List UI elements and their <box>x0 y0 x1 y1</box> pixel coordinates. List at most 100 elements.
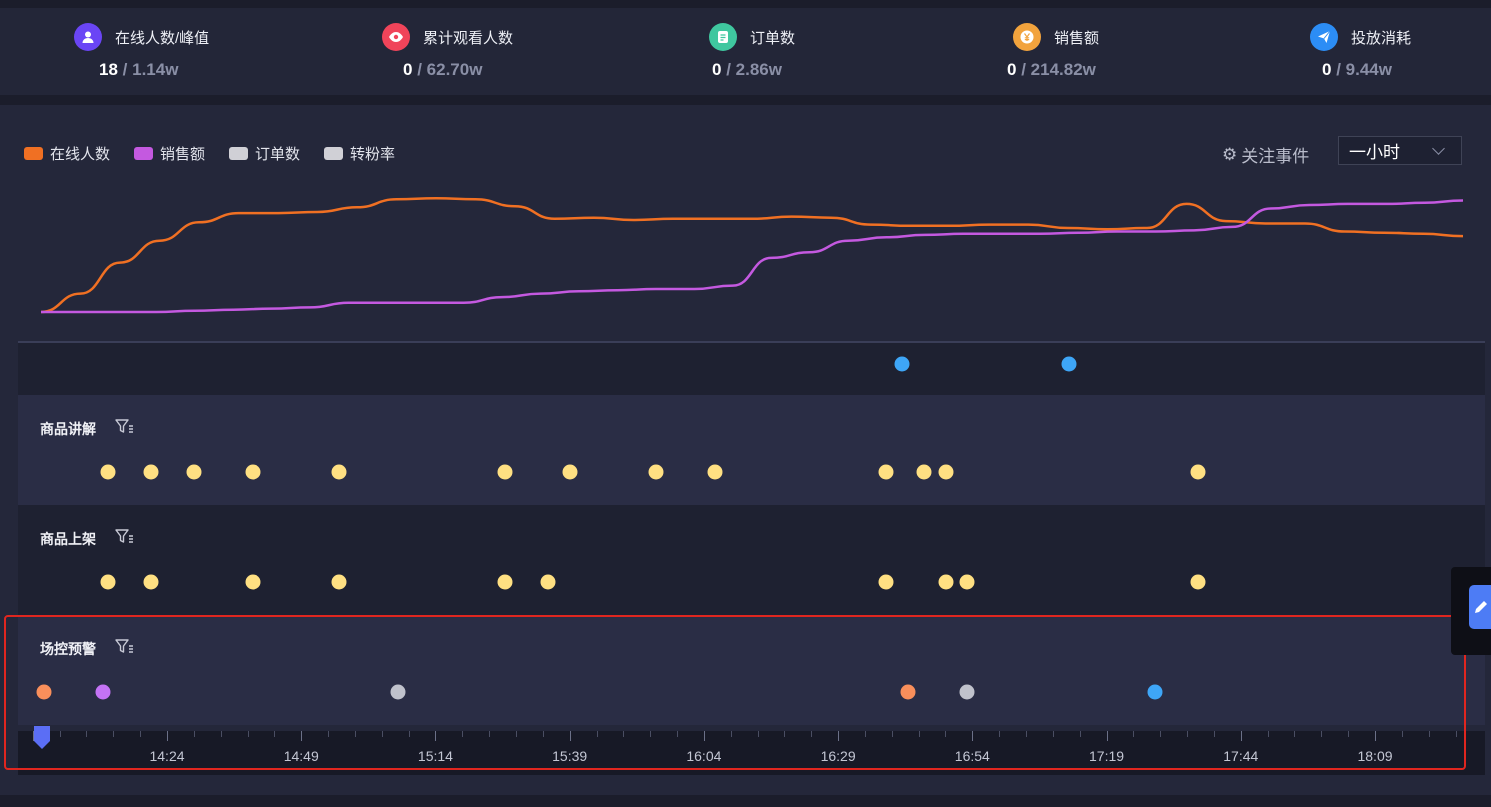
minor-tick <box>1213 731 1215 737</box>
event-dot[interactable] <box>143 574 159 590</box>
minor-tick <box>113 731 115 737</box>
tick-label: 18:09 <box>1357 748 1393 764</box>
event-dot[interactable] <box>331 574 347 590</box>
event-dot[interactable] <box>938 464 954 480</box>
event-dot[interactable] <box>100 574 116 590</box>
legend-item-orders[interactable]: 订单数 <box>229 143 300 164</box>
event-dot[interactable] <box>959 684 975 700</box>
minor-tick <box>677 731 679 737</box>
legend-item-sales[interactable]: 销售额 <box>134 143 205 164</box>
major-tick <box>167 731 168 741</box>
event-dot[interactable] <box>916 464 932 480</box>
event-dot[interactable] <box>707 464 723 480</box>
legend-swatch <box>324 147 344 160</box>
event-dot[interactable] <box>894 356 910 372</box>
minor-tick <box>891 731 893 737</box>
minor-tick <box>596 731 598 737</box>
event-dot[interactable] <box>245 464 261 480</box>
filter-icon[interactable] <box>114 637 134 657</box>
minor-tick <box>1160 731 1162 737</box>
minor-tick <box>1267 731 1269 737</box>
tick-label: 16:54 <box>954 748 990 764</box>
event-dot[interactable] <box>143 464 159 480</box>
minor-tick <box>1052 731 1054 737</box>
time-axis[interactable]: 14:24 14:49 15:14 15:39 16:04 16:29 16:54 17:19… <box>18 726 1485 775</box>
event-dot[interactable] <box>878 574 894 590</box>
stat-value: 0 / 62.70w <box>403 60 483 79</box>
event-dot[interactable] <box>938 574 954 590</box>
side-widget <box>1451 567 1491 655</box>
minor-tick <box>730 731 732 737</box>
focus-events-button[interactable]: ⚙ 关注事件 <box>1222 144 1310 167</box>
minor-tick <box>1026 731 1028 737</box>
timeline-panel: 在线人数 销售额 订单数 转粉率 ⚙ 关注事件 一小时 商品讲解 <box>0 105 1491 795</box>
minor-tick <box>1294 731 1296 737</box>
event-dot[interactable] <box>1190 464 1206 480</box>
event-dot[interactable] <box>1061 356 1077 372</box>
stat-label: 销售额 <box>1054 29 1100 47</box>
stat-label: 在线人数/峰值 <box>115 29 210 47</box>
range-handle[interactable] <box>33 726 51 750</box>
events-lane <box>18 341 1485 396</box>
gear-icon: ⚙ <box>1222 144 1238 164</box>
major-tick <box>972 731 974 741</box>
eye-icon <box>382 23 410 51</box>
time-range-select[interactable]: 一小时 <box>1338 136 1462 165</box>
legend-item-online-users[interactable]: 在线人数 <box>24 143 110 164</box>
event-dot[interactable] <box>186 464 202 480</box>
event-dot[interactable] <box>540 574 556 590</box>
legend-swatch <box>24 147 43 160</box>
chart-legend: 在线人数 销售额 订单数 转粉率 <box>24 143 419 164</box>
major-tick <box>1375 731 1376 741</box>
tick-label: 16:04 <box>686 748 722 764</box>
filter-icon[interactable] <box>114 417 134 437</box>
legend-swatch <box>229 147 249 160</box>
event-dot[interactable] <box>497 574 513 590</box>
event-dot[interactable] <box>1147 684 1163 700</box>
event-dot[interactable] <box>95 684 111 700</box>
minor-tick <box>274 731 276 737</box>
lane-title: 场控预警 <box>40 641 96 657</box>
tick-label: 16:29 <box>820 748 856 764</box>
minor-tick <box>381 731 383 737</box>
minor-tick <box>1348 731 1350 737</box>
minor-tick <box>999 731 1001 737</box>
major-tick <box>435 731 437 741</box>
send-icon <box>1310 23 1338 51</box>
minor-tick <box>86 731 88 737</box>
series-line-1 <box>40 199 1464 314</box>
major-tick <box>1106 731 1108 741</box>
event-dot[interactable] <box>497 464 513 480</box>
minor-tick <box>918 731 920 737</box>
minor-tick <box>328 731 330 737</box>
event-dot[interactable] <box>36 684 52 700</box>
legend-item-follow-rate[interactable]: 转粉率 <box>324 143 395 164</box>
stat-label: 订单数 <box>750 29 796 47</box>
lane-title: 商品上架 <box>40 531 96 547</box>
side-edit-button[interactable] <box>1469 585 1491 629</box>
minor-tick <box>462 731 464 737</box>
event-dot[interactable] <box>245 574 261 590</box>
lane-product-listing: 商品上架 <box>18 505 1485 615</box>
event-dot[interactable] <box>562 464 578 480</box>
minor-tick <box>247 731 249 737</box>
major-tick <box>703 731 705 741</box>
minor-tick <box>1321 731 1323 737</box>
event-dot[interactable] <box>648 464 664 480</box>
event-dot[interactable] <box>959 574 975 590</box>
event-dot[interactable] <box>100 464 116 480</box>
filter-icon[interactable] <box>114 527 134 547</box>
lane-control-alerts: 场控预警 <box>18 615 1485 725</box>
event-dot[interactable] <box>900 684 916 700</box>
order-icon <box>709 23 737 51</box>
event-dot[interactable] <box>390 684 406 700</box>
minor-tick <box>193 731 195 737</box>
event-dot[interactable] <box>878 464 894 480</box>
event-dot[interactable] <box>331 464 347 480</box>
minor-tick <box>140 731 142 737</box>
event-dot[interactable] <box>1190 574 1206 590</box>
stat-value: 0 / 2.86w <box>712 60 782 79</box>
stat-value: 0 / 214.82w <box>1007 60 1096 79</box>
minor-tick <box>784 731 786 737</box>
minor-tick <box>757 731 759 737</box>
